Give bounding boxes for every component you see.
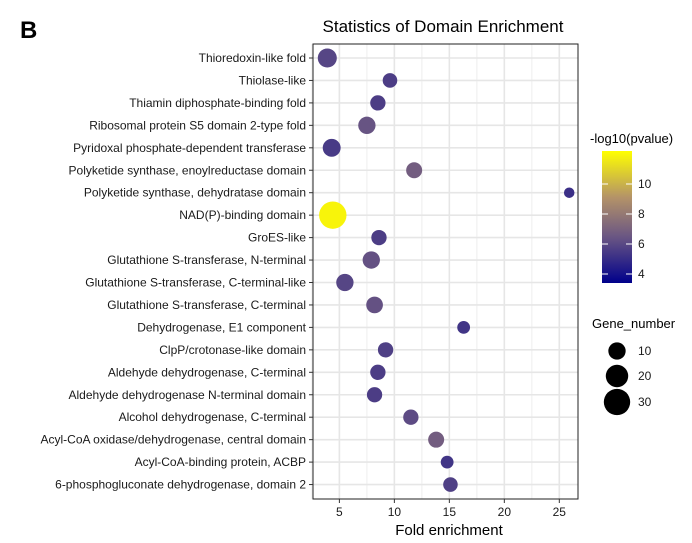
y-tick-label: Thiamin diphosphate-binding fold	[129, 96, 306, 110]
x-tick-label: 10	[388, 505, 402, 519]
y-tick-label: Glutathione S-transferase, C-terminal	[107, 298, 306, 312]
data-point	[366, 387, 383, 403]
x-tick-label: 15	[443, 505, 457, 519]
plot-background	[313, 44, 578, 499]
size-legend-label: 10	[638, 344, 652, 358]
panel-label: B	[20, 17, 37, 44]
size-legend-title: Gene_number	[592, 316, 676, 331]
data-point	[443, 477, 458, 492]
plot-border	[312, 43, 579, 500]
x-tick-label: 5	[336, 505, 343, 519]
color-bar	[602, 151, 632, 283]
chart-title: Statistics of Domain Enrichment	[323, 17, 564, 36]
data-points	[317, 48, 575, 492]
y-tick-label: Polyketide synthase, enoylreductase doma…	[69, 163, 306, 177]
size-legend-marker	[603, 388, 631, 416]
y-tick-label: Dehydrogenase, E1 component	[137, 320, 306, 334]
y-tick-label: 6-phosphogluconate dehydrogenase, domain…	[55, 478, 306, 492]
x-axis-ticks: 5 10 15 20 25	[336, 499, 566, 519]
x-tick-label: 25	[553, 505, 567, 519]
data-point	[457, 321, 471, 334]
y-tick-label: Acyl-CoA-binding protein, ACBP	[135, 455, 306, 469]
data-point	[382, 73, 398, 88]
grid	[311, 44, 578, 499]
data-point	[377, 342, 394, 358]
color-bar-ticks: 4 6 8 10	[602, 177, 652, 281]
data-point	[370, 95, 386, 111]
x-axis-label: Fold enrichment	[395, 522, 503, 539]
data-point	[319, 201, 347, 229]
y-tick-label: Acyl-CoA oxidase/dehydrogenase, central …	[41, 433, 307, 447]
color-bar-tick-label: 8	[638, 207, 645, 221]
data-point	[428, 431, 445, 448]
color-bar-tick-label: 6	[638, 237, 645, 251]
size-legend-label: 20	[638, 369, 652, 383]
y-tick-label: Pyridoxal phosphate-dependent transferas…	[73, 141, 306, 155]
y-tick-label: ClpP/crotonase-like domain	[159, 343, 306, 357]
data-point	[563, 187, 575, 198]
y-tick-label: Polyketide synthase, dehydratase domain	[84, 186, 306, 200]
y-tick-label: Glutathione S-transferase, C-terminal-li…	[85, 276, 306, 290]
y-tick-label: Thioredoxin-like fold	[199, 51, 306, 65]
y-tick-label: Aldehyde dehydrogenase N-terminal domain	[69, 388, 306, 402]
data-point	[371, 229, 387, 246]
color-legend-title: -log10(pvalue)	[590, 131, 673, 146]
y-tick-label: Thiolase-like	[239, 73, 307, 87]
size-legend: 10 20 30	[603, 342, 652, 416]
y-tick-label: NAD(P)-binding domain	[179, 208, 306, 222]
x-tick-label: 20	[498, 505, 512, 519]
data-point	[322, 138, 341, 157]
size-legend-marker	[608, 342, 626, 360]
data-point	[370, 364, 386, 380]
data-point	[366, 296, 383, 314]
data-point	[336, 273, 354, 292]
size-legend-marker	[605, 364, 629, 388]
data-point	[440, 455, 454, 469]
color-bar-tick-label: 10	[638, 177, 652, 191]
y-tick-label: Ribosomal protein S5 domain 2-type fold	[89, 118, 306, 132]
y-axis-labels: Thioredoxin-like fold Thiolase-like Thiami…	[41, 51, 313, 492]
color-bar-tick-label: 4	[638, 267, 645, 281]
data-point	[317, 48, 337, 68]
size-legend-label: 30	[638, 395, 652, 409]
y-tick-label: GroES-like	[248, 231, 306, 245]
y-tick-label: Aldehyde dehydrogenase, C-terminal	[108, 365, 306, 379]
data-point	[358, 116, 376, 135]
data-point	[406, 162, 423, 179]
data-point	[403, 409, 419, 425]
data-point	[362, 251, 380, 269]
y-tick-label: Alcohol dehydrogenase, C-terminal	[119, 410, 306, 424]
y-tick-label: Glutathione S-transferase, N-terminal	[107, 253, 306, 267]
